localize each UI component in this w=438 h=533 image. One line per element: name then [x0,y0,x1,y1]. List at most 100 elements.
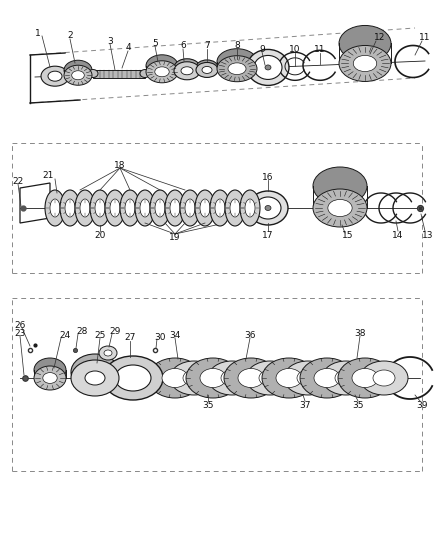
Ellipse shape [41,66,69,86]
Ellipse shape [217,56,257,82]
Ellipse shape [245,199,255,217]
Ellipse shape [276,368,302,387]
Ellipse shape [95,199,105,217]
Ellipse shape [185,199,195,217]
Text: 8: 8 [234,42,240,51]
Ellipse shape [135,190,155,226]
Ellipse shape [200,199,210,217]
Ellipse shape [224,358,278,398]
Ellipse shape [140,69,150,77]
Ellipse shape [174,62,200,80]
Ellipse shape [215,199,225,217]
Text: 36: 36 [244,330,256,340]
Ellipse shape [165,190,185,226]
Ellipse shape [338,358,392,398]
Text: 35: 35 [352,400,364,409]
Text: 5: 5 [152,38,158,47]
Ellipse shape [314,368,340,387]
Ellipse shape [246,361,294,395]
Ellipse shape [60,190,80,226]
Ellipse shape [170,361,218,395]
Ellipse shape [352,368,378,387]
Text: 28: 28 [76,327,88,335]
Ellipse shape [50,199,60,217]
Ellipse shape [265,65,271,70]
Text: 24: 24 [60,330,71,340]
Ellipse shape [140,199,150,217]
Ellipse shape [353,55,377,71]
Ellipse shape [339,45,391,82]
Ellipse shape [208,361,256,395]
Ellipse shape [120,190,140,226]
Text: 13: 13 [422,230,434,239]
Ellipse shape [146,61,178,83]
Ellipse shape [110,199,120,217]
Text: 14: 14 [392,230,404,239]
Text: 26: 26 [14,320,26,329]
Ellipse shape [255,197,281,219]
Ellipse shape [99,346,117,360]
Ellipse shape [125,199,135,217]
Ellipse shape [64,60,92,80]
Text: 27: 27 [124,334,136,343]
Text: 23: 23 [14,328,26,337]
Ellipse shape [238,368,264,387]
Ellipse shape [155,67,169,77]
Text: 15: 15 [342,231,354,240]
Ellipse shape [284,361,332,395]
Text: 3: 3 [107,36,113,45]
Ellipse shape [373,370,395,386]
Ellipse shape [217,49,257,75]
Text: 4: 4 [125,44,131,52]
Text: 20: 20 [94,230,106,239]
Ellipse shape [265,206,271,211]
Text: 22: 22 [12,176,24,185]
Text: 18: 18 [114,160,126,169]
Text: 30: 30 [154,333,166,342]
Text: 29: 29 [110,327,121,335]
Text: 9: 9 [259,44,265,53]
Ellipse shape [228,63,246,75]
Ellipse shape [248,191,288,225]
Ellipse shape [313,167,367,205]
Ellipse shape [65,199,75,217]
Ellipse shape [174,59,200,77]
Text: 11: 11 [314,45,326,54]
Text: 39: 39 [416,400,428,409]
Ellipse shape [200,368,226,387]
Ellipse shape [71,354,119,390]
Text: 19: 19 [169,232,181,241]
Ellipse shape [72,71,84,80]
Text: 21: 21 [42,171,54,180]
Text: 2: 2 [67,31,73,41]
Ellipse shape [71,360,119,396]
Ellipse shape [181,67,193,75]
Bar [93,69,145,77]
Ellipse shape [104,350,112,356]
Ellipse shape [230,199,240,217]
Text: 10: 10 [289,45,301,54]
Ellipse shape [105,190,125,226]
Ellipse shape [202,67,212,74]
Ellipse shape [225,190,245,226]
Text: 37: 37 [299,400,311,409]
Ellipse shape [162,368,188,387]
Text: 38: 38 [354,328,366,337]
Ellipse shape [75,190,95,226]
Ellipse shape [240,190,260,226]
Ellipse shape [103,356,163,400]
Ellipse shape [196,62,218,77]
Ellipse shape [155,199,165,217]
Ellipse shape [300,358,354,398]
Ellipse shape [45,190,65,226]
Ellipse shape [322,361,370,395]
Ellipse shape [297,370,319,386]
Ellipse shape [183,370,205,386]
Ellipse shape [210,190,230,226]
Text: 6: 6 [180,42,186,51]
Ellipse shape [221,370,243,386]
Ellipse shape [34,366,66,390]
Ellipse shape [195,190,215,226]
Text: 25: 25 [94,330,106,340]
Polygon shape [20,183,50,223]
